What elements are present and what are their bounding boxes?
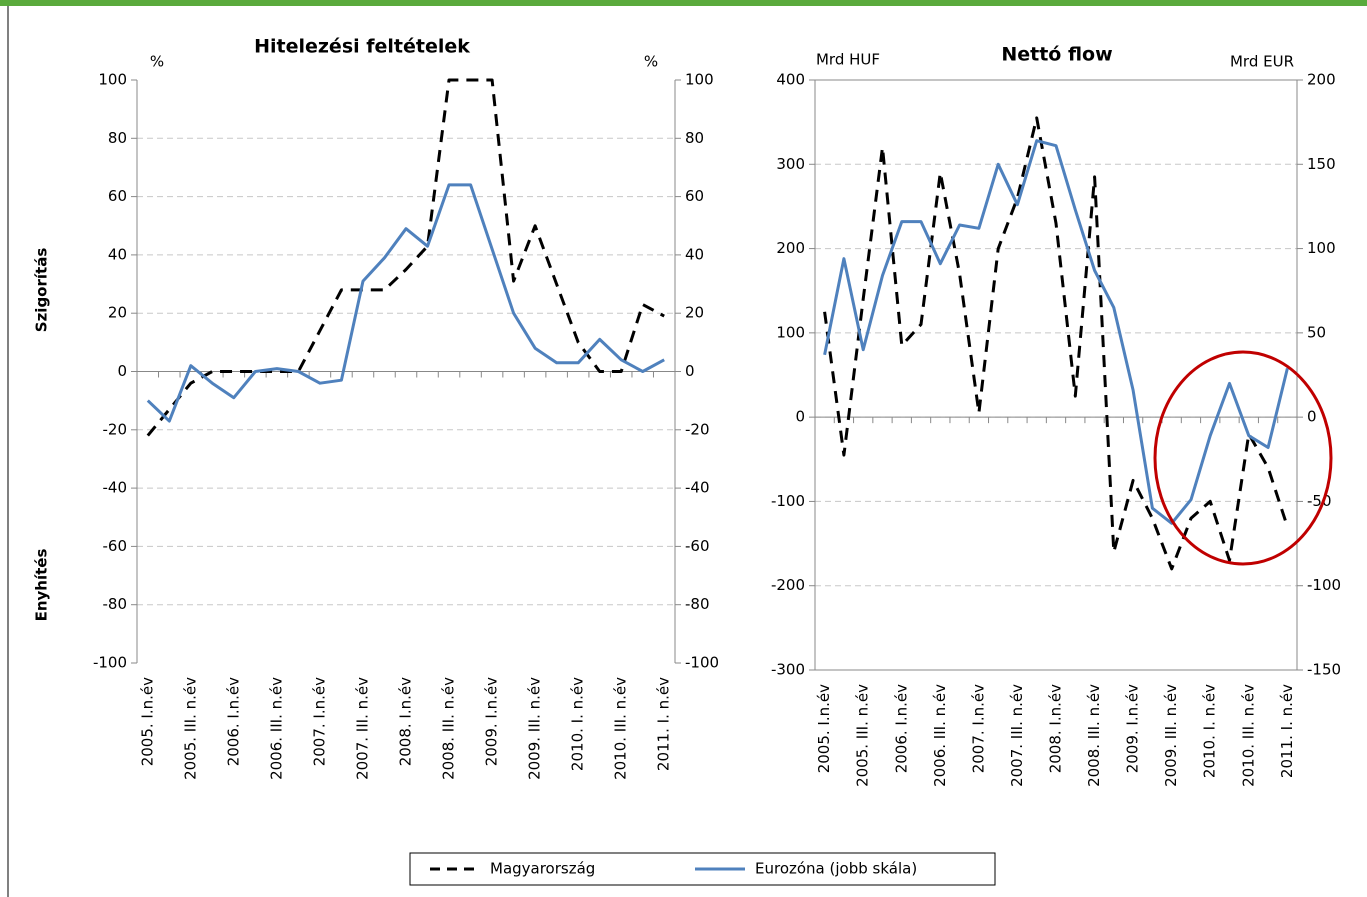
series-line: [823, 116, 1289, 571]
x-tick-label: 2006. III. n.év: [267, 677, 285, 780]
x-tick-label: 2007. III. n.év: [353, 677, 371, 780]
y2-tick-label: -20: [685, 420, 710, 438]
x-tick-label: 2010. I. n.év: [569, 677, 587, 771]
y-annotation: Enyhítés: [33, 549, 51, 622]
y-tick-label: -300: [771, 661, 805, 679]
y2-tick-label: 40: [685, 245, 704, 263]
plots: -100-80-60-40-20020406080100-100-80-60-4…: [33, 36, 1342, 787]
series-line: [146, 183, 665, 423]
y2-unit: Mrd EUR: [1230, 53, 1294, 71]
y-unit: Mrd HUF: [816, 51, 880, 69]
y2-tick-label: 80: [685, 129, 704, 147]
y2-tick-label: -150: [1307, 661, 1341, 679]
y2-tick-label: 0: [685, 362, 695, 380]
x-tick-label: 2009. III. n.év: [526, 677, 544, 780]
x-tick-label: 2005. III. n.év: [854, 684, 872, 787]
y-tick-label: -80: [103, 595, 128, 613]
y-tick-label: 100: [776, 323, 805, 341]
y2-tick-label: 100: [685, 71, 714, 89]
y2-tick-label: -100: [1307, 576, 1341, 594]
x-tick-label: 2008. III. n.év: [440, 677, 458, 780]
y2-tick-label: 50: [1307, 323, 1326, 341]
legend-label: Magyarország: [490, 860, 595, 878]
y2-tick-label: 60: [685, 187, 704, 205]
y2-tick-label: 0: [1307, 408, 1317, 426]
x-tick-label: 2009. I.n.év: [1124, 684, 1142, 773]
x-tick-label: 2010. III. n.év: [612, 677, 630, 780]
x-tick-label: 2011. I. n.év: [1278, 684, 1296, 778]
x-tick-label: 2005. I.n.év: [138, 677, 156, 766]
y-tick-label: 80: [108, 129, 127, 147]
x-tick-label: 2007. III. n.év: [1008, 684, 1026, 787]
x-tick-label: 2008. III. n.év: [1085, 684, 1103, 787]
y-tick-label: 400: [776, 71, 805, 89]
y-tick-label: 20: [108, 304, 127, 322]
y2-tick-label: -100: [685, 654, 719, 672]
y2-tick-label: 200: [1307, 71, 1336, 89]
y2-tick-label: -60: [685, 537, 710, 555]
plot-border: [814, 79, 1298, 671]
legend-label: Eurozóna (jobb skála): [755, 860, 917, 878]
x-tick-label: 2007. I.n.év: [969, 684, 987, 773]
y2-tick-label: 150: [1307, 155, 1336, 173]
y-unit: %: [150, 53, 164, 71]
y-tick-label: -100: [771, 492, 805, 510]
x-tick-label: 2005. III. n.év: [181, 677, 199, 780]
y-tick-label: 40: [108, 245, 127, 263]
y-tick-label: -40: [103, 479, 128, 497]
y-tick-label: -60: [103, 537, 128, 555]
y-tick-label: -200: [771, 576, 805, 594]
chart-title: Hitelezési feltételek: [254, 36, 470, 58]
x-tick-label: 2010. III. n.év: [1239, 684, 1257, 787]
x-tick-label: 2008. I.n.év: [397, 677, 415, 766]
x-tick-label: 2008. I.n.év: [1047, 684, 1065, 773]
x-tick-label: 2007. I.n.év: [310, 677, 328, 766]
x-tick-label: 2010. I. n.év: [1201, 684, 1219, 778]
x-tick-label: 2005. I.n.év: [815, 684, 833, 773]
y-tick-label: 0: [795, 408, 805, 426]
y-tick-label: 0: [117, 362, 127, 380]
x-tick-label: 2009. I.n.év: [483, 677, 501, 766]
y-tick-label: 60: [108, 187, 127, 205]
y2-tick-label: -40: [685, 479, 710, 497]
y2-unit: %: [644, 53, 658, 71]
highlight-circle: [1153, 350, 1333, 566]
y2-tick-label: -50: [1307, 492, 1332, 510]
x-tick-label: 2006. III. n.év: [931, 684, 949, 787]
y-tick-label: 100: [98, 71, 127, 89]
top-bar: [0, 0, 1367, 6]
y-tick-label: 200: [776, 239, 805, 257]
series-line: [823, 139, 1289, 525]
y2-tick-label: -80: [685, 595, 710, 613]
x-tick-label: 2006. I.n.év: [224, 677, 242, 766]
y-tick-label: -20: [103, 420, 128, 438]
y-annotation: Szigorítás: [33, 248, 51, 333]
x-tick-label: 2009. III. n.év: [1162, 684, 1180, 787]
y2-tick-label: 20: [685, 304, 704, 322]
x-tick-label: 2011. I. n.év: [655, 677, 673, 771]
x-tick-label: 2006. I.n.év: [892, 684, 910, 773]
y-tick-label: 300: [776, 155, 805, 173]
y-tick-label: -100: [93, 654, 127, 672]
series-line: [146, 78, 665, 437]
y2-tick-label: 100: [1307, 239, 1336, 257]
chart-title: Nettó flow: [1001, 44, 1112, 66]
